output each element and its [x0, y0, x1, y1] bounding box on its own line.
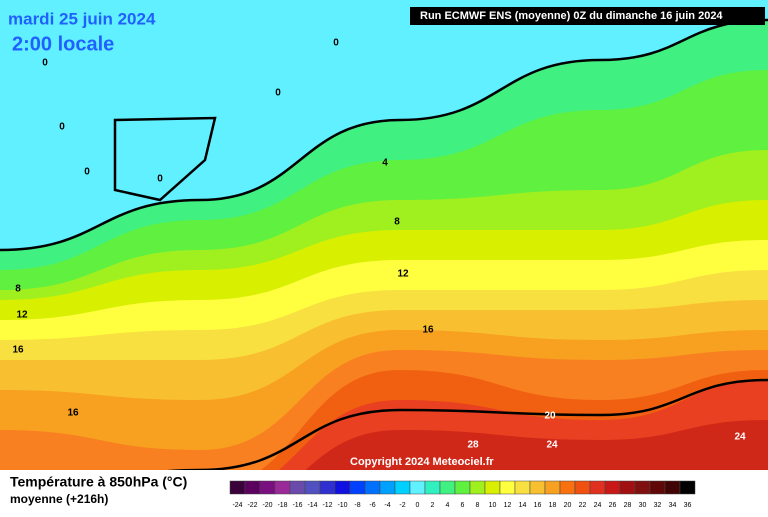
- date: mardi 25 juin 2024: [8, 9, 156, 28]
- legend-swatch: [259, 480, 276, 495]
- legend-label: 6: [461, 502, 465, 509]
- legend-label: 10: [489, 502, 497, 509]
- run-info: Run ECMWF ENS (moyenne) 0Z du dimanche 1…: [420, 10, 723, 22]
- color-scale: -24 -22 -20 -18 -16 -14 -12 -10 -8 -6 -4 -2 0 2 4 6 8 10 1…: [229, 480, 696, 509]
- copyright: Copyright 2024 Meteociel.fr: [350, 456, 494, 468]
- legend-swatch: [439, 480, 456, 495]
- run-box: [410, 7, 765, 25]
- legend-label: 2: [431, 502, 435, 509]
- legend-label: 34: [669, 502, 677, 509]
- contour-line: [0, 18, 768, 252]
- legend-swatch: [619, 480, 636, 495]
- legend-label: 24: [594, 502, 602, 509]
- legend-swatch: [454, 480, 471, 495]
- legend-swatch: [334, 480, 351, 495]
- legend-label: -16: [292, 502, 302, 509]
- legend-swatch: [364, 480, 381, 495]
- legend-label: 16: [534, 502, 542, 509]
- contour-label: 24: [734, 432, 746, 443]
- legend-swatch: [424, 480, 441, 495]
- contour-label: 0: [59, 122, 65, 133]
- band: [0, 0, 768, 250]
- contour-label: 28: [467, 440, 479, 451]
- contour-label: 16: [422, 325, 434, 336]
- legend-label: -12: [322, 502, 332, 509]
- legend-swatch: [604, 480, 621, 495]
- legend-label: 14: [519, 502, 527, 509]
- legend-label: 0: [416, 502, 420, 509]
- legend-label: -18: [277, 502, 287, 509]
- legend-label: 22: [579, 502, 587, 509]
- legend-swatch: [229, 480, 246, 495]
- legend-swatch: [394, 480, 411, 495]
- contour-label: 8: [394, 217, 400, 228]
- contours: [0, 18, 768, 502]
- legend-label: 12: [504, 502, 512, 509]
- legend-swatch: [574, 480, 591, 495]
- legend-swatch: [349, 480, 366, 495]
- legend-label: -2: [399, 502, 405, 509]
- time: 2:00 locale: [12, 33, 114, 55]
- contour-label: 0: [157, 174, 163, 185]
- legend-label: 18: [549, 502, 557, 509]
- legend-label: -24: [232, 502, 242, 509]
- legend-label: 4: [446, 502, 450, 509]
- legend-swatch: [589, 480, 606, 495]
- legend-swatch: [409, 480, 426, 495]
- legend-label: 20: [564, 502, 572, 509]
- legend-label: 28: [624, 502, 632, 509]
- legend-label: -14: [307, 502, 317, 509]
- contour-label: 0: [333, 38, 339, 49]
- legend-swatch: [559, 480, 576, 495]
- legend-label: -6: [369, 502, 375, 509]
- legend-swatch: [244, 480, 261, 495]
- legend-swatch: [319, 480, 336, 495]
- legend-swatch: [274, 480, 291, 495]
- legend-swatch: [469, 480, 486, 495]
- contour-line: [113, 116, 217, 202]
- legend-label: -22: [247, 502, 257, 509]
- legend-label: 26: [609, 502, 617, 509]
- contour-label: 16: [12, 345, 24, 356]
- legend-label: -20: [262, 502, 272, 509]
- legend-subtitle: moyenne (+216h): [10, 492, 108, 506]
- contour-labels: 0 0 0 0 0 0 4 8 8 12 12 16 16 16 20 24 24 28: [12, 38, 746, 451]
- legend-swatch: [649, 480, 666, 495]
- legend-swatch: [634, 480, 651, 495]
- contour-label: 12: [397, 269, 409, 280]
- legend-swatch: [544, 480, 561, 495]
- legend-swatch: [289, 480, 306, 495]
- legend-swatch: [484, 480, 501, 495]
- legend-swatch: [304, 480, 321, 495]
- legend-swatch: [679, 480, 696, 495]
- contour-label: 4: [382, 158, 388, 169]
- legend-label: 30: [639, 502, 647, 509]
- legend-swatch: [664, 480, 681, 495]
- contour-label: 0: [84, 167, 90, 178]
- legend-swatch: [499, 480, 516, 495]
- legend-label: 32: [654, 502, 662, 509]
- legend-title: Température à 850hPa (°C): [10, 474, 187, 490]
- contour-label: 24: [546, 440, 558, 451]
- contour-label: 16: [67, 408, 79, 419]
- legend-label: -10: [337, 502, 347, 509]
- legend-label: -4: [384, 502, 390, 509]
- legend-swatch: [379, 480, 396, 495]
- contour-label: 8: [15, 284, 21, 295]
- contour-label: 0: [42, 58, 48, 69]
- legend-label: 8: [476, 502, 480, 509]
- contour-label: 0: [275, 88, 281, 99]
- legend-swatch: [514, 480, 531, 495]
- legend-label: 36: [684, 502, 692, 509]
- contour-label: 12: [16, 310, 28, 321]
- contour-label: 20: [544, 411, 556, 422]
- legend-swatch: [529, 480, 546, 495]
- legend-label: -8: [354, 502, 360, 509]
